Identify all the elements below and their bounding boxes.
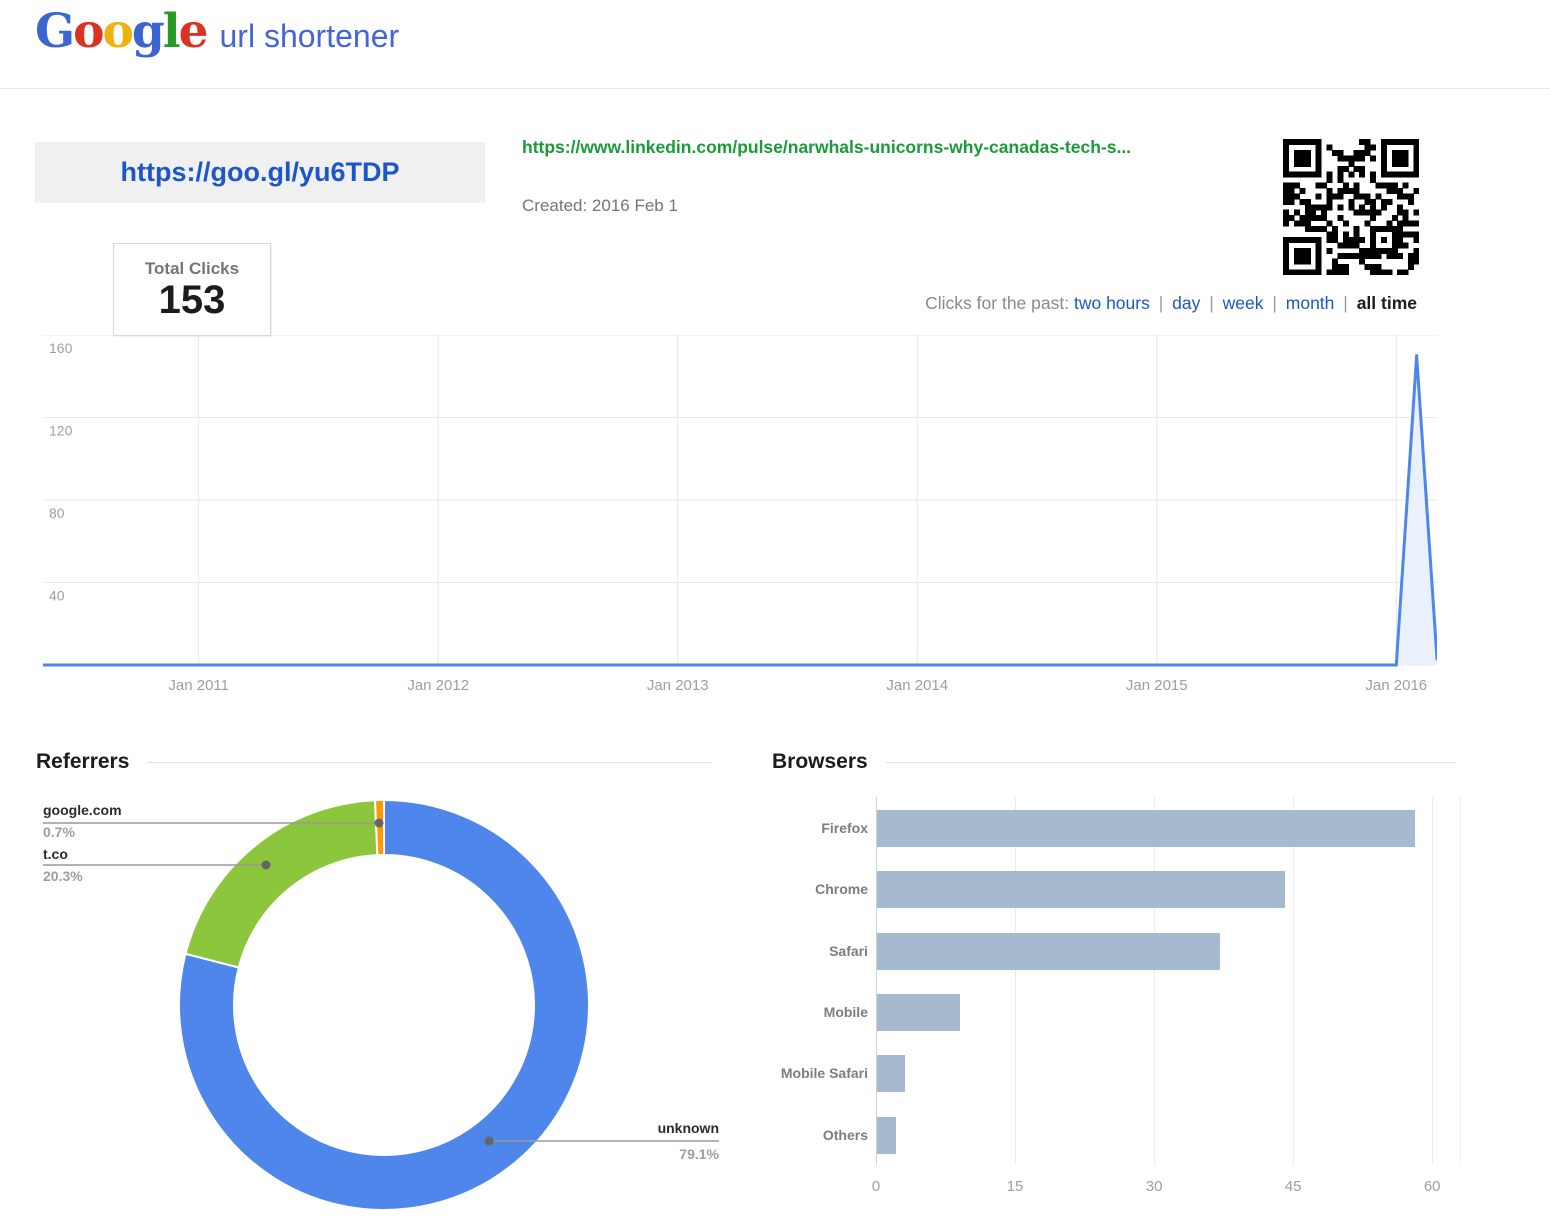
logo-letter: l bbox=[162, 4, 181, 59]
browsers-x-tick: 15 bbox=[1006, 1178, 1024, 1195]
timeline-y-tick: 80 bbox=[49, 505, 65, 521]
browsers-category-others: Others bbox=[822, 1126, 868, 1143]
donut-label-t-co: t.co bbox=[43, 846, 68, 862]
donut-callout-dot bbox=[374, 818, 384, 828]
product-name: url shortener bbox=[219, 18, 400, 54]
timeline-y-tick: 160 bbox=[49, 340, 73, 356]
browsers-title: Browsers bbox=[772, 750, 868, 773]
logo-letter: o bbox=[73, 4, 104, 59]
browsers-x-tick: 60 bbox=[1423, 1178, 1441, 1195]
logo-letter: g bbox=[131, 4, 165, 59]
period-filter: Clicks for the past: two hours | day | w… bbox=[925, 293, 1417, 314]
total-clicks-value: 153 bbox=[158, 278, 226, 322]
referrers-donut-svg: google.com 0.7% t.co 20.3% unknown 79.1% bbox=[43, 798, 720, 1211]
browsers-category-mobile: Mobile bbox=[823, 1004, 868, 1020]
browsers-gridline bbox=[876, 797, 877, 1165]
browsers-category-safari: Safari bbox=[829, 942, 868, 959]
timeline-x-tick: Jan 2011 bbox=[168, 677, 229, 694]
browsers-bar-firefox bbox=[877, 810, 1415, 847]
timeline-y-tick: 120 bbox=[49, 423, 73, 439]
timeline-x-tick: Jan 2015 bbox=[1126, 677, 1188, 694]
timeline-series-line bbox=[41, 354, 1439, 667]
short-url-box: https://goo.gl/yu6TDP bbox=[35, 142, 485, 203]
logo-letter: e bbox=[178, 4, 209, 59]
referrers-section-header: Referrers bbox=[36, 750, 712, 774]
browsers-bar-chrome bbox=[877, 871, 1285, 909]
browsers-x-tick: 0 bbox=[871, 1178, 881, 1195]
period-filter-prefix: Clicks for the past: bbox=[925, 293, 1070, 313]
timeline-area-fill bbox=[43, 355, 1437, 665]
browsers-bar-chart: 0 15 30 45 60 Firefox Chrome Safari Mobile Mobile… bbox=[772, 780, 1486, 1225]
browsers-gridline bbox=[1154, 797, 1156, 1165]
long-url-link[interactable]: https://www.linkedin.com/pulse/narwhals-… bbox=[522, 137, 1132, 157]
donut-pct-google-com: 0.7% bbox=[43, 824, 75, 840]
browsers-x-tick: 30 bbox=[1145, 1178, 1163, 1195]
created-date: Created: 2016 Feb 1 bbox=[522, 196, 678, 215]
browsers-bar-safari bbox=[877, 932, 1220, 970]
browsers-bar-mobile-safari bbox=[877, 1055, 905, 1093]
logo-letter: G bbox=[35, 4, 75, 59]
timeline-x-tick: Jan 2014 bbox=[886, 677, 948, 694]
browsers-title-rule bbox=[885, 761, 1456, 763]
period-filter-separator: | bbox=[1267, 293, 1282, 313]
period-filter-separator: | bbox=[1204, 293, 1219, 313]
donut-slice-unknown bbox=[178, 798, 590, 1211]
period-filter-separator: | bbox=[1153, 293, 1169, 313]
period-filter-separator: | bbox=[1338, 293, 1353, 313]
donut-label-unknown: unknown bbox=[658, 1120, 719, 1136]
period-option-week[interactable]: week bbox=[1222, 293, 1264, 313]
google-logo-wordmark: Google bbox=[35, 4, 209, 59]
total-clicks-label: Total Clicks bbox=[144, 259, 240, 278]
browsers-bar-mobile bbox=[877, 994, 961, 1031]
period-option-month[interactable]: month bbox=[1285, 293, 1335, 313]
period-filter-options: two hours | day | week | month | all tim… bbox=[1074, 293, 1417, 313]
timeline-x-tick: Jan 2012 bbox=[407, 677, 469, 694]
browsers-plot-frame bbox=[1460, 797, 1461, 1165]
donut-label-google-com: google.com bbox=[43, 802, 122, 818]
donut-callout-dot bbox=[261, 860, 271, 870]
logo-letter: o bbox=[102, 4, 134, 59]
donut-pct-t-co: 20.3% bbox=[43, 868, 83, 884]
browsers-bar-others bbox=[877, 1116, 896, 1154]
referrers-donut-chart: google.com 0.7% t.co 20.3% unknown 79.1% bbox=[0, 740, 770, 1232]
short-url-link[interactable]: https://goo.gl/yu6TDP bbox=[120, 157, 400, 187]
donut-slice-t-co bbox=[184, 799, 379, 969]
browsers-gridline bbox=[1432, 797, 1434, 1165]
period-option-two-hours[interactable]: two hours bbox=[1073, 293, 1150, 313]
browsers-category-chrome: Chrome bbox=[815, 881, 868, 898]
referrers-title-rule bbox=[147, 761, 712, 763]
browsers-gridline bbox=[1293, 797, 1295, 1165]
referrers-title: Referrers bbox=[36, 750, 130, 773]
browsers-category-mobile-safari: Mobile Safari bbox=[780, 1065, 868, 1082]
qr-code-svg bbox=[1283, 139, 1420, 276]
timeline-y-tick: 40 bbox=[49, 588, 65, 604]
google-logo[interactable]: Google url shortener bbox=[35, 4, 399, 59]
clicks-timeline-chart: Jan 2011 Jan 2012 Jan 2013 Jan 2014 Jan 2015… bbox=[41, 334, 1439, 708]
browsers-gridline bbox=[1015, 797, 1017, 1165]
app-header: Google url shortener bbox=[0, 0, 1550, 89]
browsers-x-tick: 45 bbox=[1284, 1178, 1302, 1195]
qr-code bbox=[1283, 139, 1420, 276]
period-option-all-time: all time bbox=[1356, 293, 1417, 313]
timeline-x-tick: Jan 2013 bbox=[647, 677, 709, 694]
donut-callout-dot bbox=[484, 1136, 494, 1146]
timeline-x-tick: Jan 2016 bbox=[1365, 677, 1427, 694]
clicks-timeline-svg: Jan 2011 Jan 2012 Jan 2013 Jan 2014 Jan 2015… bbox=[41, 334, 1439, 694]
total-clicks-card: Total Clicks 153 bbox=[113, 243, 271, 336]
browsers-section-header: Browsers bbox=[772, 750, 1456, 774]
browsers-category-firefox: Firefox bbox=[821, 820, 868, 836]
donut-pct-unknown: 79.1% bbox=[679, 1146, 719, 1162]
period-option-day[interactable]: day bbox=[1172, 293, 1201, 313]
donut-slice-google-com bbox=[373, 798, 385, 857]
